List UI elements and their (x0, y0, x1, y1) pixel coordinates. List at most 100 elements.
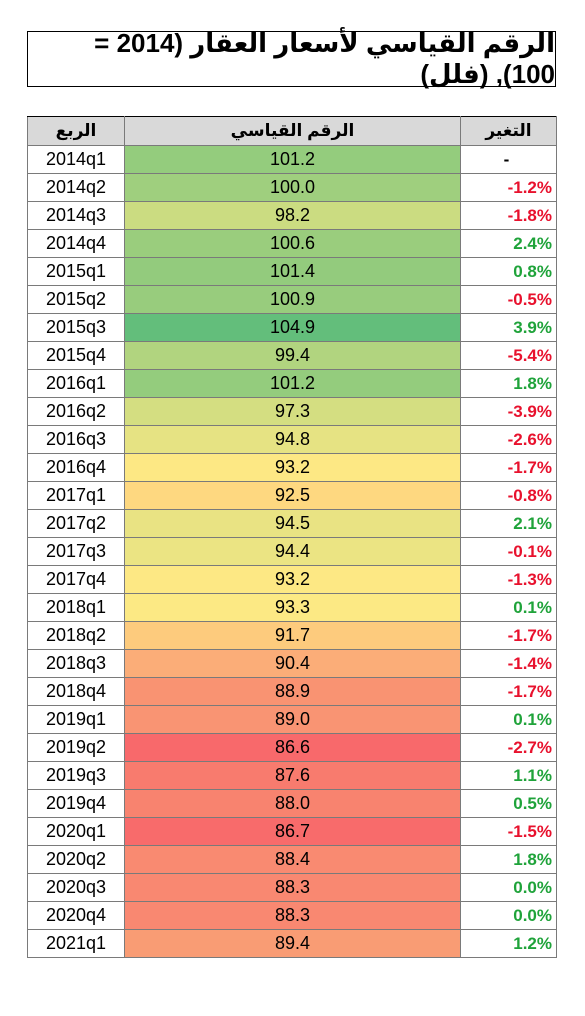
change-cell: 0.5% (460, 789, 557, 818)
quarter-cell: 2015q1 (27, 257, 125, 286)
table-row: 2019q3 87.6 1.1% (27, 761, 557, 790)
change-cell: -0.5% (460, 285, 557, 314)
table-row: 2015q1 101.4 0.8% (27, 257, 557, 286)
index-value-cell: 86.6 (124, 733, 461, 762)
quarter-cell: 2015q3 (27, 313, 125, 342)
quarter-cell: 2014q4 (27, 229, 125, 258)
index-value-cell: 99.4 (124, 341, 461, 370)
header-index: الرقم القياسي (124, 116, 461, 146)
quarter-cell: 2016q1 (27, 369, 125, 398)
change-cell: 3.9% (460, 313, 557, 342)
quarter-cell: 2014q3 (27, 201, 125, 230)
change-cell: -5.4% (460, 341, 557, 370)
quarter-cell: 2020q1 (27, 817, 125, 846)
index-value-cell: 94.4 (124, 537, 461, 566)
change-cell: -1.2% (460, 173, 557, 202)
change-cell: -2.7% (460, 733, 557, 762)
quarter-cell: 2019q4 (27, 789, 125, 818)
change-cell: 2.1% (460, 509, 557, 538)
header-row: الربع الرقم القياسي التغير (27, 116, 557, 146)
table-row: 2019q1 89.0 0.1% (27, 705, 557, 734)
index-value-cell: 101.2 (124, 145, 461, 174)
table-row: 2014q2 100.0 -1.2% (27, 173, 557, 202)
change-cell: 1.8% (460, 369, 557, 398)
quarter-cell: 2019q2 (27, 733, 125, 762)
index-value-cell: 89.0 (124, 705, 461, 734)
index-value-cell: 90.4 (124, 649, 461, 678)
change-cell: 1.1% (460, 761, 557, 790)
table-row: 2016q1 101.2 1.8% (27, 369, 557, 398)
table-row: 2016q4 93.2 -1.7% (27, 453, 557, 482)
change-cell: -1.4% (460, 649, 557, 678)
quarter-cell: 2018q4 (27, 677, 125, 706)
quarter-cell: 2016q2 (27, 397, 125, 426)
change-cell: 0.0% (460, 873, 557, 902)
quarter-cell: 2014q2 (27, 173, 125, 202)
index-value-cell: 93.3 (124, 593, 461, 622)
change-cell: 1.8% (460, 845, 557, 874)
index-value-cell: 104.9 (124, 313, 461, 342)
quarter-cell: 2015q4 (27, 341, 125, 370)
quarter-cell: 2018q1 (27, 593, 125, 622)
change-cell: 0.8% (460, 257, 557, 286)
quarter-cell: 2019q3 (27, 761, 125, 790)
table-row: 2019q2 86.6 -2.7% (27, 733, 557, 762)
quarter-cell: 2017q2 (27, 509, 125, 538)
quarter-cell: 2016q3 (27, 425, 125, 454)
quarter-cell: 2020q2 (27, 845, 125, 874)
index-value-cell: 88.3 (124, 873, 461, 902)
table-row: 2017q4 93.2 -1.3% (27, 565, 557, 594)
index-value-cell: 97.3 (124, 397, 461, 426)
table-row: 2017q3 94.4 -0.1% (27, 537, 557, 566)
index-value-cell: 101.2 (124, 369, 461, 398)
table-row: 2020q2 88.4 1.8% (27, 845, 557, 874)
change-cell: 1.2% (460, 929, 557, 958)
index-value-cell: 94.5 (124, 509, 461, 538)
change-cell: -1.7% (460, 621, 557, 650)
table-row: 2018q1 93.3 0.1% (27, 593, 557, 622)
index-value-cell: 89.4 (124, 929, 461, 958)
index-value-cell: 91.7 (124, 621, 461, 650)
quarter-cell: 2016q4 (27, 453, 125, 482)
quarter-cell: 2014q1 (27, 145, 125, 174)
change-cell: -1.7% (460, 677, 557, 706)
index-value-cell: 94.8 (124, 425, 461, 454)
quarter-cell: 2017q1 (27, 481, 125, 510)
index-value-cell: 87.6 (124, 761, 461, 790)
index-value-cell: 86.7 (124, 817, 461, 846)
table-row: 2017q1 92.5 -0.8% (27, 481, 557, 510)
table-row: 2016q2 97.3 -3.9% (27, 397, 557, 426)
header-change: التغير (460, 116, 557, 146)
quarter-cell: 2018q3 (27, 649, 125, 678)
quarter-cell: 2020q3 (27, 873, 125, 902)
change-cell: 0.0% (460, 901, 557, 930)
quarter-cell: 2017q4 (27, 565, 125, 594)
change-cell: -3.9% (460, 397, 557, 426)
index-value-cell: 98.2 (124, 201, 461, 230)
quarter-cell: 2019q1 (27, 705, 125, 734)
change-cell: 0.1% (460, 705, 557, 734)
index-value-cell: 100.0 (124, 173, 461, 202)
index-value-cell: 92.5 (124, 481, 461, 510)
quarter-cell: 2017q3 (27, 537, 125, 566)
table-row: 2014q1 101.2- (27, 145, 557, 174)
change-cell: 0.1% (460, 593, 557, 622)
index-value-cell: 93.2 (124, 565, 461, 594)
index-value-cell: 93.2 (124, 453, 461, 482)
change-cell: -0.8% (460, 481, 557, 510)
table-row: 2019q4 88.0 0.5% (27, 789, 557, 818)
change-cell: -1.5% (460, 817, 557, 846)
table-row: 2020q4 88.3 0.0% (27, 901, 557, 930)
change-cell: - (460, 145, 557, 174)
table-row: 2014q4 100.6 2.4% (27, 229, 557, 258)
table-row: 2015q4 99.4 -5.4% (27, 341, 557, 370)
change-cell: -1.7% (460, 453, 557, 482)
table-row: 2018q3 90.4 -1.4% (27, 649, 557, 678)
header-quarter: الربع (27, 116, 125, 146)
table-row: 2021q1 89.4 1.2% (27, 929, 557, 958)
table-row: 2016q3 94.8 -2.6% (27, 425, 557, 454)
quarter-cell: 2021q1 (27, 929, 125, 958)
quarter-cell: 2015q2 (27, 285, 125, 314)
table-row: 2020q3 88.3 0.0% (27, 873, 557, 902)
table-row: 2018q2 91.7 -1.7% (27, 621, 557, 650)
